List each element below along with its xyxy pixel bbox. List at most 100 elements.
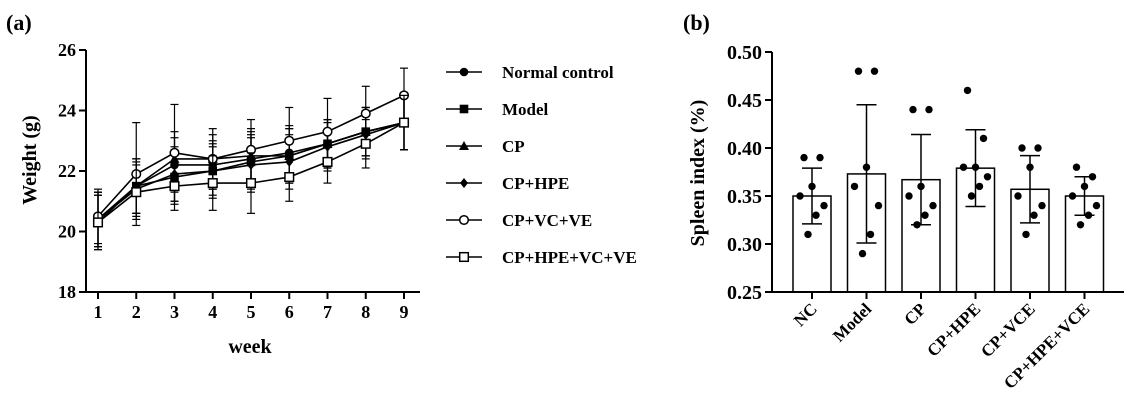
spleen-data-point <box>905 192 913 200</box>
legend-label: Normal control <box>502 63 614 82</box>
weight-data-point <box>284 172 295 183</box>
spleen-data-point <box>816 153 824 162</box>
weight-data-point <box>322 126 333 137</box>
weight-x-axis-label: week <box>228 336 272 358</box>
spleen-data-point <box>929 201 937 210</box>
weight-data-point <box>169 181 180 192</box>
spleen-y-tick-label: 0.50 <box>727 42 762 64</box>
weight-data-point <box>360 138 371 149</box>
spleen-data-point <box>862 163 871 171</box>
spleen-data-point <box>963 86 972 95</box>
spleen-y-tick-label: 0.45 <box>727 90 762 112</box>
weight-y-tick-label: 26 <box>58 40 76 60</box>
spleen-data-point <box>1088 173 1097 181</box>
spleen-data-point <box>1018 144 1026 152</box>
legend-marker <box>458 214 470 226</box>
spleen-data-point <box>1072 163 1081 171</box>
spleen-data-point <box>820 201 828 210</box>
weight-x-tick-label: 5 <box>247 302 256 322</box>
spleen-data-point <box>850 182 859 191</box>
spleen-data-point <box>921 211 929 219</box>
weight-y-tick-label: 20 <box>58 222 76 242</box>
spleen-data-point <box>979 134 988 143</box>
weight-x-tick-label: 2 <box>132 302 141 322</box>
spleen-data-point <box>971 163 980 171</box>
spleen-data-point <box>913 221 921 229</box>
spleen-data-point <box>800 153 808 162</box>
spleen-y-axis-label: Spleen index (%) <box>687 100 709 247</box>
spleen-index-bar-chart: Spleen index (%) 0.25 0.30 0.35 0.40 0.45 0.5… <box>687 42 1124 393</box>
spleen-data-point <box>1092 201 1101 210</box>
legend-label: CP+VC+VE <box>502 211 592 230</box>
weight-x-tick-label: 3 <box>170 302 179 322</box>
weight-y-axis-label: Weight (g) <box>19 115 41 204</box>
legend-label: CP <box>502 137 525 156</box>
spleen-data-point <box>1068 192 1077 200</box>
weight-y-tick-label: 18 <box>58 282 76 302</box>
legend-label: CP+HPE+VC+VE <box>502 248 637 267</box>
spleen-data-point <box>1080 182 1089 191</box>
legend-label: CP+HPE <box>502 174 569 193</box>
weight-data-point <box>284 135 295 146</box>
spleen-data-point <box>1022 230 1030 239</box>
legend-marker <box>460 178 468 188</box>
spleen-data-point <box>975 182 984 191</box>
spleen-y-tick-label: 0.30 <box>727 234 762 256</box>
legend-label: Model <box>502 100 549 119</box>
weight-data-point <box>245 178 257 189</box>
spleen-y-tick-label: 0.40 <box>727 138 762 160</box>
spleen-data-point <box>854 67 863 75</box>
spleen-y-tick-label: 0.35 <box>727 186 762 208</box>
weight-data-point <box>360 108 371 119</box>
spleen-category-label: Model <box>829 299 875 345</box>
spleen-data-point <box>925 105 933 114</box>
spleen-data-point <box>874 201 883 210</box>
spleen-data-point <box>1014 192 1022 200</box>
spleen-category-label: CP <box>900 299 929 328</box>
spleen-data-point <box>1076 221 1085 229</box>
legend-marker <box>459 67 469 77</box>
spleen-y-tick-label: 0.25 <box>727 282 762 304</box>
legend-marker <box>459 141 469 150</box>
spleen-data-point <box>959 163 968 171</box>
weight-data-point <box>322 156 333 167</box>
spleen-data-point <box>812 211 820 219</box>
spleen-data-point <box>1084 211 1093 219</box>
weight-x-tick-label: 6 <box>285 302 294 322</box>
panel-b-label: (b) <box>683 10 710 35</box>
spleen-data-point <box>808 182 816 191</box>
weight-x-tick-label: 7 <box>323 302 332 322</box>
spleen-data-point <box>866 230 875 239</box>
spleen-data-point <box>1034 144 1042 152</box>
panel-a-label: (a) <box>6 10 32 35</box>
spleen-data-point <box>870 67 879 75</box>
spleen-data-point <box>858 249 867 258</box>
spleen-data-point <box>1030 211 1038 219</box>
spleen-data-point <box>1026 163 1034 171</box>
weight-data-point <box>207 178 218 189</box>
weight-x-tick-label: 4 <box>208 302 217 322</box>
weight-data-point <box>131 187 142 198</box>
spleen-data-point <box>967 192 976 200</box>
weight-data-point <box>398 117 410 128</box>
weight-line-chart: Weight (g) week 18 20 22 24 26 1 2 3 4 5 6 7 8 9 Norma… <box>19 40 637 358</box>
spleen-category-label: NC <box>790 299 821 330</box>
weight-series <box>92 94 410 251</box>
weight-data-point <box>92 217 104 228</box>
weight-x-tick-label: 8 <box>361 302 370 322</box>
spleen-data-point <box>1038 201 1046 210</box>
spleen-data-point <box>917 182 925 191</box>
spleen-data-point <box>909 105 917 114</box>
weight-y-tick-label: 22 <box>58 161 76 181</box>
legend-marker <box>459 104 469 114</box>
spleen-data-point <box>796 192 804 200</box>
weight-legend: Normal control Model CP CP+HPE CP+VC+VE CP+HP… <box>446 63 637 267</box>
weight-data-point <box>169 147 180 158</box>
spleen-data-point <box>804 230 812 239</box>
weight-y-tick-label: 24 <box>58 101 76 121</box>
weight-x-tick-label: 1 <box>94 302 103 322</box>
legend-marker <box>458 251 470 263</box>
spleen-category-label: CP+HPE <box>923 299 984 360</box>
spleen-data-point <box>983 173 992 181</box>
